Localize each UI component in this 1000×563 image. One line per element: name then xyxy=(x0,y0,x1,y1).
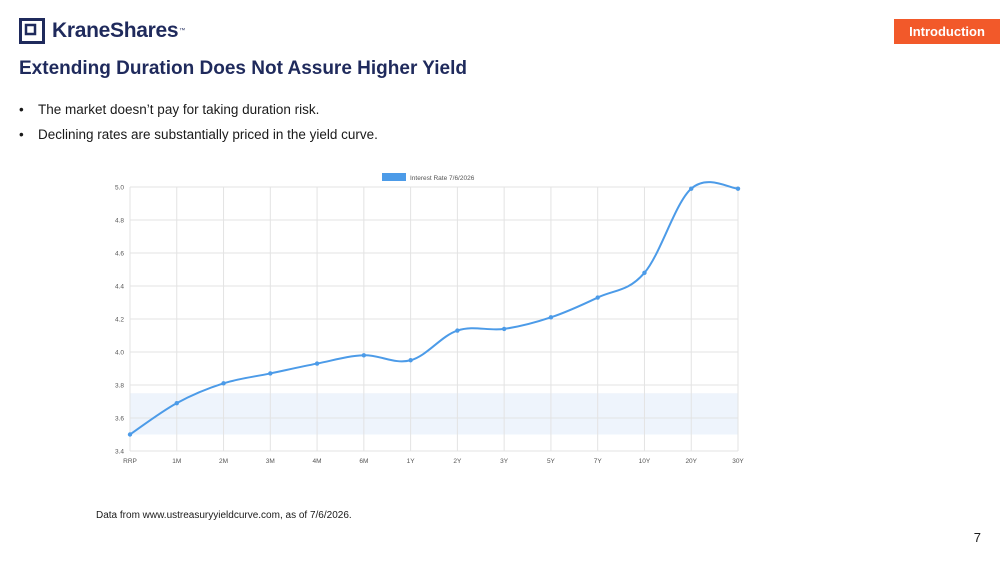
page-number: 7 xyxy=(973,530,981,545)
y-tick-label: 3.4 xyxy=(115,449,124,456)
kraneshares-logo-icon xyxy=(19,18,45,44)
slide-title: Extending Duration Does Not Assure Highe… xyxy=(19,58,467,79)
y-tick-label: 3.6 xyxy=(115,416,124,423)
chart-canvas: 3.4 3.6 3.8 4.0 4.2 4.4 4.6 4.8 5.0 RRP 1M 2M 3M 4M 6M… xyxy=(115,173,744,465)
x-tick-label: 30Y xyxy=(732,458,744,465)
bullet-item: • The market doesn’t pay for taking dura… xyxy=(19,97,378,122)
x-tick-label: 4M xyxy=(313,458,322,465)
y-tick-label: 4.6 xyxy=(115,251,124,258)
brand-name: KraneShares xyxy=(52,19,179,42)
data-point xyxy=(174,400,179,406)
data-point xyxy=(314,361,320,366)
data-point xyxy=(642,270,647,275)
x-tick-label: 20Y xyxy=(685,458,697,465)
bullet-list: • The market doesn’t pay for taking dura… xyxy=(19,97,378,147)
bullet-marker: • xyxy=(19,127,24,142)
data-point xyxy=(268,371,273,376)
bullet-text: The market doesn’t pay for taking durati… xyxy=(38,102,320,117)
data-point xyxy=(455,328,460,333)
section-tab: Introduction xyxy=(894,19,1000,44)
brand-trademark: ™ xyxy=(179,28,186,34)
x-tick-label: 1M xyxy=(172,458,181,465)
data-point xyxy=(501,326,507,332)
y-tick-label: 4.0 xyxy=(115,350,124,357)
x-tick-label: 6M xyxy=(359,458,368,465)
x-tick-label: RRP xyxy=(123,458,137,465)
data-point xyxy=(548,315,554,320)
data-point xyxy=(735,186,741,191)
data-point xyxy=(127,432,133,437)
x-tick-label: 10Y xyxy=(639,458,651,465)
yield-curve-chart: 3.4 3.6 3.8 4.0 4.2 4.4 4.6 4.8 5.0 RRP 1M 2M 3M 4M 6M… xyxy=(96,167,756,474)
x-tick-label: 5Y xyxy=(547,458,556,465)
y-tick-label: 4.8 xyxy=(115,218,124,225)
y-tick-label: 3.8 xyxy=(115,383,124,390)
bullet-item: • Declining rates are substantially pric… xyxy=(19,122,378,147)
data-point xyxy=(361,353,367,358)
data-point xyxy=(408,358,413,363)
legend-swatch xyxy=(382,173,406,181)
x-tick-label: 2Y xyxy=(453,458,462,465)
y-tick-label: 5.0 xyxy=(115,185,124,192)
y-tick-label: 4.4 xyxy=(115,284,124,291)
shaded-band xyxy=(130,393,738,435)
source-note: Data from www.ustreasuryyieldcurve.com, … xyxy=(96,510,352,521)
data-point xyxy=(595,295,600,300)
data-point xyxy=(689,186,694,191)
x-tick-label: 7Y xyxy=(594,458,603,465)
bullet-marker: • xyxy=(19,102,24,117)
legend-label: Interest Rate 7/6/2026 xyxy=(410,175,475,182)
x-tick-label: 1Y xyxy=(407,458,416,465)
data-point xyxy=(221,381,226,386)
x-tick-label: 3Y xyxy=(500,458,509,465)
kraneshares-logo: KraneShares ™ xyxy=(19,18,185,44)
y-tick-label: 4.2 xyxy=(115,317,124,324)
bullet-text: Declining rates are substantially priced… xyxy=(38,127,378,142)
x-tick-label: 2M xyxy=(219,458,228,465)
x-tick-label: 3M xyxy=(266,458,275,465)
